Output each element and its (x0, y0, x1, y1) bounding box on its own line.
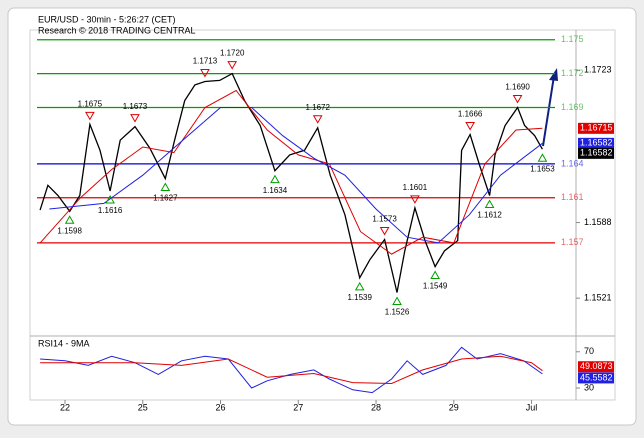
annotation-label: 1.1616 (98, 206, 123, 215)
frame (7, 7, 637, 426)
high-marker (312, 115, 323, 124)
annotation-label: 1.1526 (385, 308, 410, 317)
y-tick-label: 1.1723 (584, 65, 612, 75)
value-box (578, 147, 614, 159)
value-box-label: 49.0873 (580, 361, 613, 371)
level-label: 1.164 (561, 158, 584, 168)
rsi-title: RSI14 - 9MA (38, 338, 90, 348)
y-tick-label: 1.1588 (584, 217, 612, 227)
annotation-label: 1.1690 (505, 83, 530, 92)
level-label: 1.169 (561, 102, 584, 112)
level-label: 1.175 (561, 34, 584, 44)
value-box-label: 1.16582 (580, 138, 613, 148)
x-tick-label: 27 (293, 402, 303, 412)
level-label: 1.161 (561, 192, 584, 202)
high-marker (465, 122, 475, 131)
annotation-label: 1.1666 (458, 110, 483, 119)
value-box (578, 122, 614, 134)
value-box (578, 372, 614, 384)
value-box-label: 1.16715 (580, 123, 613, 133)
annotation-label: 1.1672 (305, 103, 330, 112)
high-marker (512, 94, 523, 104)
annotation-label: 1.1653 (530, 164, 555, 173)
low-marker (64, 215, 75, 224)
annotation-label: 1.1673 (123, 102, 148, 111)
annotation-label: 1.1720 (220, 49, 245, 58)
high-marker (410, 195, 420, 204)
low-marker (270, 174, 280, 184)
level-label: 1.172 (561, 68, 584, 78)
forecast-arrow (542, 75, 555, 147)
annotation-label: 1.1539 (347, 293, 372, 302)
high-marker (85, 111, 95, 121)
level-label: 1.157 (561, 237, 584, 247)
forecast-arrowhead (549, 68, 558, 81)
annotation-label: 1.1627 (153, 194, 178, 203)
annotation-label: 1.1573 (372, 215, 397, 224)
annotation-label: 1.1612 (477, 211, 502, 220)
x-tick-label: 25 (138, 402, 148, 412)
chart-subtitle: Research © 2018 TRADING CENTRAL (38, 25, 196, 35)
series-line (40, 355, 543, 385)
x-tick-label: 28 (371, 402, 381, 412)
annotation-label: 1.1601 (403, 183, 428, 192)
annotation-label: 1.1634 (263, 186, 288, 195)
y-tick-label: 70 (584, 346, 594, 356)
value-box (578, 137, 614, 149)
low-marker (160, 182, 171, 192)
annotation-label: 1.1675 (78, 100, 103, 109)
low-marker (392, 296, 402, 306)
y-tick-label: 30 (584, 382, 594, 392)
high-marker (227, 61, 238, 70)
chart-title: EUR/USD - 30min - 5:26:27 (CET) (38, 14, 176, 24)
low-marker (484, 199, 495, 208)
x-tick-label: 29 (449, 402, 459, 412)
low-marker (537, 153, 548, 162)
y-tick-label: 1.1521 (584, 293, 612, 303)
series-line (39, 72, 543, 293)
low-marker (430, 270, 440, 280)
x-tick-label: Jul (526, 402, 538, 412)
value-box (578, 361, 614, 373)
low-marker (105, 194, 115, 204)
high-marker (379, 226, 390, 236)
annotation-label: 1.1598 (57, 226, 82, 235)
annotation-label: 1.1549 (423, 282, 448, 291)
series-line (49, 107, 543, 244)
low-marker (354, 281, 365, 291)
annotation-label: 1.1713 (193, 57, 218, 66)
x-tick-label: 22 (60, 402, 70, 412)
value-box-label: 1.16582 (580, 148, 613, 158)
high-marker (130, 114, 140, 123)
plot-frame (29, 29, 616, 401)
series-line (39, 89, 543, 255)
x-tick-label: 26 (216, 402, 226, 412)
high-marker (200, 69, 210, 78)
value-box-label: 45.5582 (580, 372, 613, 382)
